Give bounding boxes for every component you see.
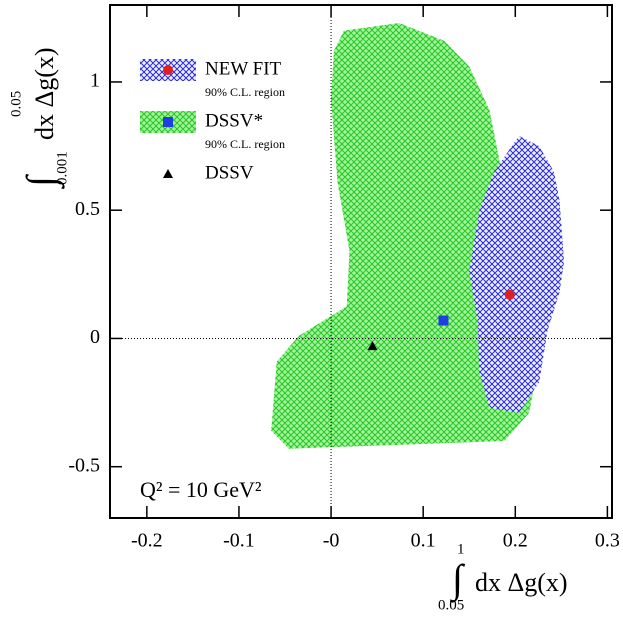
x-tick-label: -0 (323, 530, 340, 552)
y-tick-label: -0.5 (68, 454, 100, 476)
legend-sublabel: 90% C.L. region (205, 137, 285, 151)
x-label-symbol: ∫ (449, 556, 466, 603)
y-label-symbol: ∫ (18, 173, 65, 190)
legend-label: DSSV (205, 162, 254, 183)
legend-label: DSSV* (205, 110, 263, 131)
plot-frame (109, 4, 613, 519)
region (271, 22, 545, 449)
y-label-lower: 0.001 (54, 151, 70, 185)
point (504, 289, 515, 300)
legend-marker (163, 65, 173, 75)
legend-label: NEW FIT (205, 58, 282, 79)
x-label-upper: 1 (457, 541, 465, 557)
legend-sublabel: 90% C.L. region (205, 85, 285, 99)
region (469, 135, 565, 413)
y-label-upper: 0.05 (8, 91, 24, 117)
point (367, 341, 378, 351)
legend-marker (163, 169, 173, 178)
y-tick-label: 1 (90, 70, 100, 92)
x-axis-label: ∫ 1 0.05 dx Δg(x) (438, 541, 568, 613)
y-tick-label: 0 (90, 326, 100, 348)
x-tick-label: 0.2 (503, 530, 528, 552)
y-tick-label: 0.5 (75, 198, 100, 220)
x-label-text: dx Δg(x) (475, 568, 568, 597)
y-label-text: dx Δg(x) (30, 47, 59, 140)
legend-marker (163, 117, 173, 127)
annotation: Q² = 10 GeV² (140, 477, 262, 502)
x-tick-label: -0.2 (131, 530, 163, 552)
y-axis-label: ∫ 0.05 0.001 dx Δg(x) (8, 47, 70, 190)
x-label-lower: 0.05 (438, 597, 464, 613)
x-tick-label: 0.1 (411, 530, 436, 552)
x-tick-label: -0.1 (223, 530, 255, 552)
x-tick-label: 0.3 (595, 530, 620, 552)
point (438, 315, 449, 326)
